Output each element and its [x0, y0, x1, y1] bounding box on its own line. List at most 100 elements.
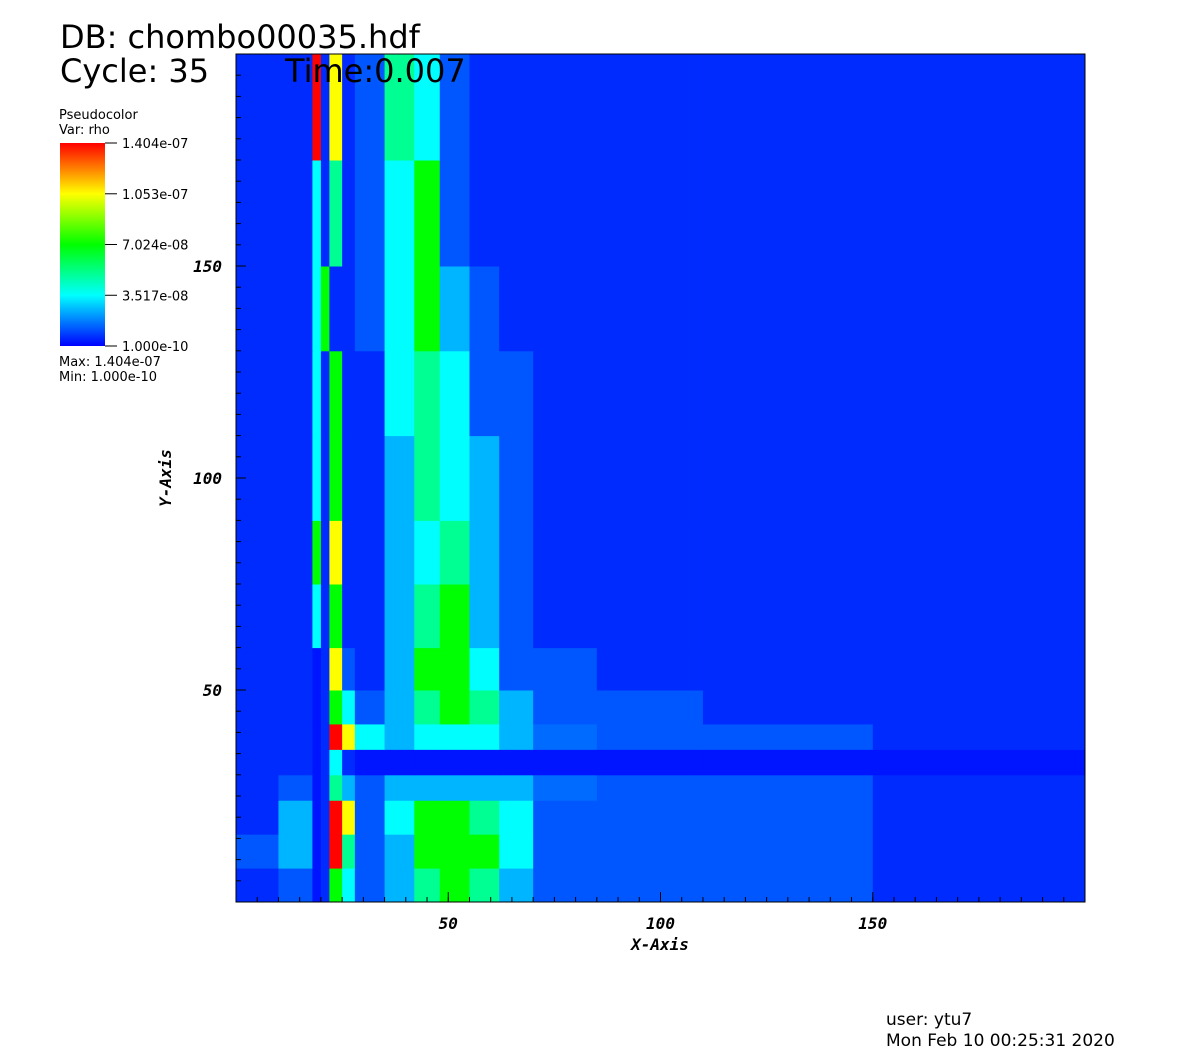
heat-cell — [439, 868, 470, 903]
heat-cell — [278, 584, 313, 649]
heat-cell — [499, 435, 534, 521]
heat-cell — [596, 160, 704, 267]
heat-cell — [469, 350, 500, 437]
heat-cell — [384, 690, 415, 725]
heat-cell — [596, 584, 704, 649]
heat-cell — [384, 647, 415, 691]
x-tick-label: 50 — [439, 914, 458, 933]
heat-cell — [414, 834, 441, 869]
heat-cell — [702, 749, 874, 776]
heat-cell — [320, 266, 330, 352]
heat-cell — [320, 520, 330, 585]
heat-cell — [278, 723, 313, 750]
heat-cell — [533, 774, 598, 801]
heat-cell — [414, 868, 441, 903]
heat-cell — [342, 160, 356, 267]
heat-cell — [320, 834, 330, 869]
heat-cell — [342, 800, 356, 835]
heat-cell — [439, 584, 470, 649]
heat-cell — [439, 160, 470, 267]
heat-cell — [499, 520, 534, 585]
heat-cell — [499, 584, 534, 649]
heat-cell — [439, 350, 470, 437]
heat-cell — [384, 160, 415, 267]
heat-cell — [596, 868, 704, 903]
heat-cell — [329, 834, 343, 869]
heat-cell — [342, 435, 356, 521]
heat-cell — [596, 723, 704, 750]
heat-cell — [320, 868, 330, 903]
heat-cell — [320, 435, 330, 521]
heat-cell — [469, 160, 500, 267]
heat-cell — [414, 723, 441, 750]
heat-cell — [354, 435, 386, 521]
heat-cell — [872, 774, 1086, 801]
heat-cell — [499, 868, 534, 903]
heat-cell — [354, 868, 386, 903]
heat-cell — [533, 868, 598, 903]
heat-cell — [342, 350, 356, 437]
heat-cell — [384, 749, 415, 776]
heat-cell — [872, 800, 1086, 835]
heat-cell — [469, 723, 500, 750]
heat-cell — [312, 350, 322, 437]
heat-cell — [414, 350, 441, 437]
heat-cell — [469, 749, 500, 776]
heat-cell — [342, 266, 356, 352]
heat-cell — [329, 647, 343, 691]
colorbar-tick-label: 3.517e-08 — [122, 289, 188, 304]
heat-cell — [312, 647, 322, 691]
heat-cell — [329, 723, 343, 750]
heat-cell — [329, 520, 343, 585]
heat-cell — [342, 690, 356, 725]
heat-cell — [499, 774, 534, 801]
colorbar-tick-label: 7.024e-08 — [122, 239, 188, 254]
heat-cell — [439, 749, 470, 776]
heat-cell — [320, 584, 330, 649]
heat-cell — [499, 749, 534, 776]
heat-cell — [312, 834, 322, 869]
heat-cell — [354, 520, 386, 585]
heat-cell — [278, 266, 313, 352]
heat-cell — [499, 160, 534, 267]
heat-cell — [533, 647, 598, 691]
x-axis-title: X-Axis — [629, 935, 689, 954]
heat-cell — [469, 834, 500, 869]
heat-cell — [312, 54, 322, 161]
heat-cell — [872, 54, 1086, 161]
heat-cell — [312, 584, 322, 649]
heat-cell — [236, 800, 279, 835]
heat-cell — [329, 266, 343, 352]
heat-cell — [702, 435, 874, 521]
heat-cell — [278, 774, 313, 801]
heat-cell — [329, 774, 343, 801]
heat-cell — [414, 160, 441, 267]
heat-cell — [414, 749, 441, 776]
heat-cell — [312, 774, 322, 801]
date-label: Mon Feb 10 00:25:31 2020 — [886, 1031, 1115, 1051]
heat-cell — [702, 723, 874, 750]
heat-cell — [414, 54, 441, 161]
heat-cell — [329, 435, 343, 521]
legend-min: Min: 1.000e-10 — [59, 370, 157, 385]
heat-cell — [439, 647, 470, 691]
heat-cell — [414, 774, 441, 801]
heat-cell — [384, 584, 415, 649]
heat-cell — [236, 54, 279, 161]
heat-cell — [872, 584, 1086, 649]
heat-cell — [469, 868, 500, 903]
heat-cell — [469, 54, 500, 161]
heat-cell — [596, 520, 704, 585]
heat-cell — [414, 647, 441, 691]
heat-cell — [414, 800, 441, 835]
heat-cell — [533, 350, 598, 437]
heat-cell — [384, 774, 415, 801]
heat-cell — [384, 834, 415, 869]
heat-cell — [236, 834, 279, 869]
heat-cell — [278, 435, 313, 521]
heat-cell — [278, 160, 313, 267]
heat-cell — [596, 266, 704, 352]
heat-cell — [469, 774, 500, 801]
heat-cell — [702, 834, 874, 869]
heat-cell — [499, 647, 534, 691]
